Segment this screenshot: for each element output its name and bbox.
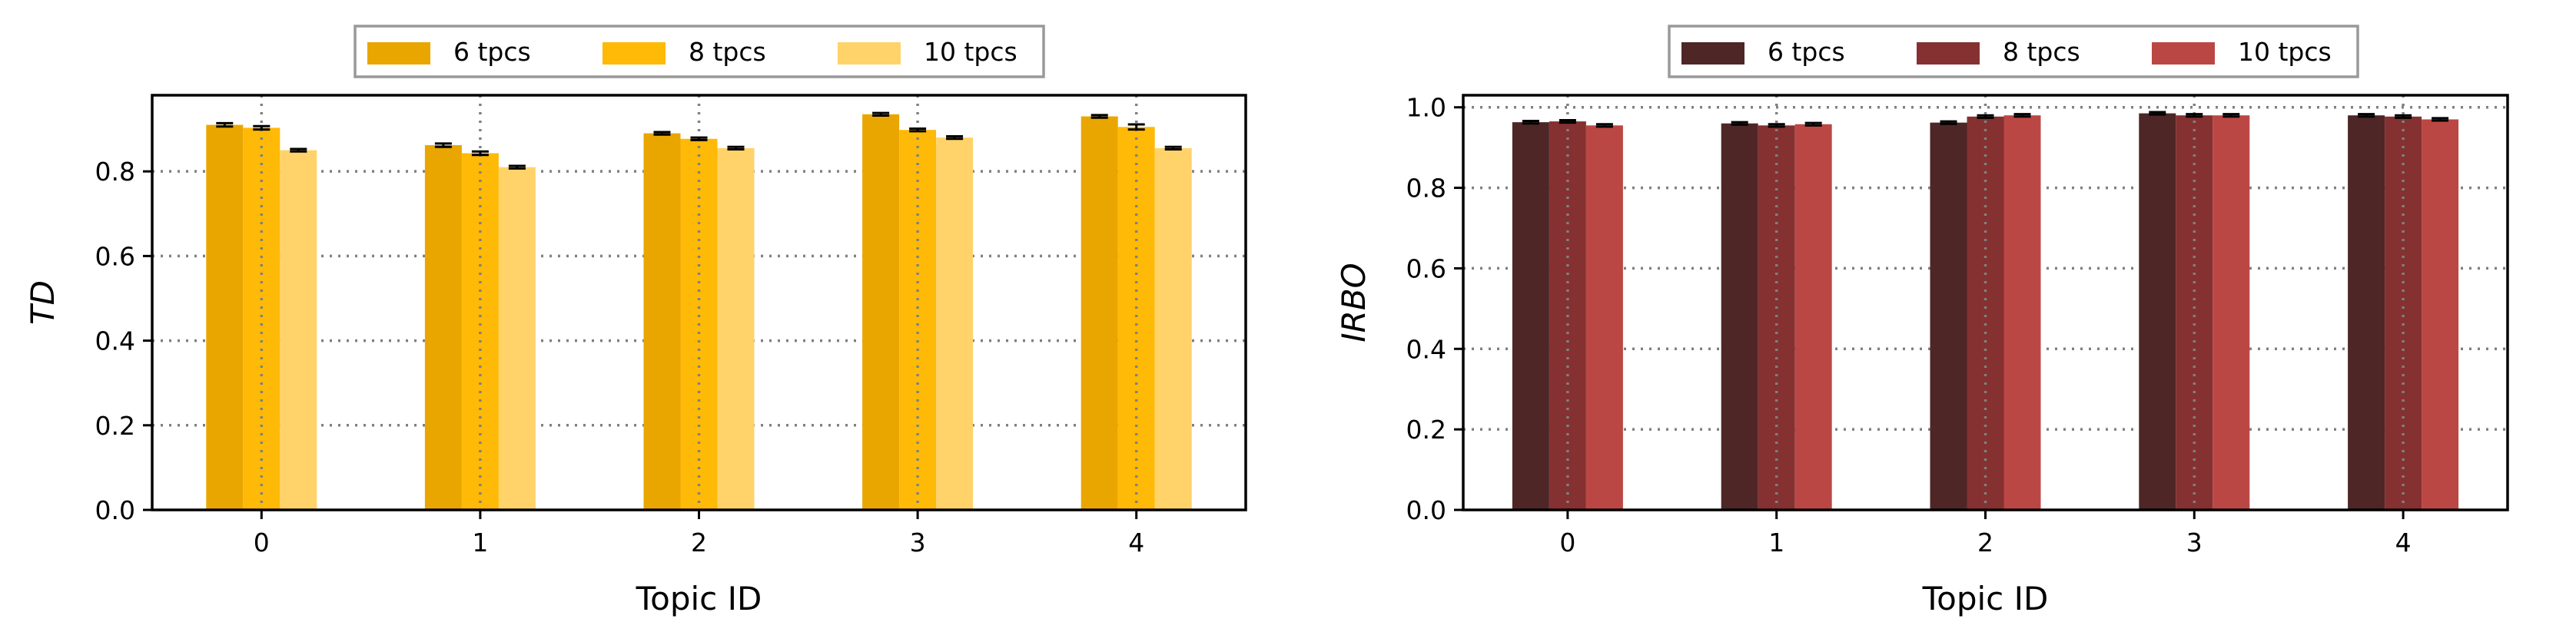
legend-swatch [603, 42, 666, 65]
y-tick-label: 0.0 [1406, 495, 1446, 525]
bar [498, 167, 536, 510]
bar [243, 127, 281, 510]
x-axis-label: Topic ID [1922, 580, 2049, 617]
bar [1794, 124, 1832, 511]
y-tick-label: 0.6 [1406, 253, 1446, 283]
x-axis-label: Topic ID [636, 580, 762, 617]
x-tick-label: 3 [2186, 528, 2203, 558]
y-axis-label: TD [24, 280, 61, 325]
legend-box [1668, 25, 2359, 78]
x-tick-label: 1 [1768, 528, 1784, 558]
bar [1512, 122, 1549, 510]
bar [936, 137, 974, 510]
bar [280, 150, 317, 510]
y-tick-label: 0.4 [95, 326, 135, 356]
bar [899, 130, 937, 511]
bar [2348, 115, 2385, 510]
y-axis-label: IRBO [1335, 263, 1373, 342]
legend: 6 tpcs 8 tpcs 10 tpcs [1668, 25, 2359, 78]
bar [1930, 122, 1967, 510]
bar [1721, 123, 1758, 510]
legend-swatch [838, 42, 901, 65]
x-tick-label: 4 [1128, 528, 1144, 558]
x-tick-label: 4 [2395, 528, 2412, 558]
legend: 6 tpcs 8 tpcs 10 tpcs [354, 25, 1045, 78]
bar [643, 133, 681, 510]
y-tick-label: 1.0 [1406, 93, 1446, 123]
bar [2003, 115, 2041, 510]
legend-box [354, 25, 1045, 78]
x-tick-label: 0 [1559, 528, 1575, 558]
bar [717, 147, 755, 510]
bar [2422, 119, 2459, 511]
y-tick-label: 0.0 [95, 495, 135, 525]
y-tick-label: 0.2 [1406, 415, 1446, 445]
x-tick-label: 0 [254, 528, 270, 558]
legend-swatch [1917, 42, 1980, 65]
x-tick-label: 3 [910, 528, 926, 558]
bar [206, 124, 244, 511]
legend-swatch [1681, 42, 1744, 65]
legend-label: 6 tpcs [1768, 37, 1845, 67]
legend-label: 10 tpcs [924, 37, 1017, 67]
bar [1154, 147, 1192, 510]
legend-swatch [367, 42, 430, 65]
y-tick-label: 0.8 [1406, 174, 1446, 204]
x-tick-label: 2 [691, 528, 707, 558]
bar [2139, 113, 2176, 511]
bar [424, 145, 462, 511]
chart-panel-1: 0.0 0.2 0.4 0.6 0.8 0 1 2 3 4 Topic ID TD 6 tpcs 8 tp… [24, 25, 1247, 617]
y-tick-label: 0.8 [95, 157, 135, 187]
y-tick-label: 0.4 [1406, 334, 1446, 364]
chart-panel-2: 0.0 0.2 0.4 0.6 0.8 1.0 0 1 2 3 4 Topic ID IRBO 6 tpc… [1335, 25, 2509, 617]
legend-label: 8 tpcs [689, 37, 766, 67]
bar [1081, 116, 1118, 510]
bar [1585, 125, 1623, 511]
x-tick-label: 1 [472, 528, 488, 558]
y-tick-label: 0.2 [95, 411, 135, 441]
bar [1117, 127, 1155, 510]
x-tick-label: 2 [1977, 528, 1993, 558]
bar [2213, 115, 2250, 510]
legend-swatch [2152, 42, 2215, 65]
legend-label: 10 tpcs [2238, 37, 2332, 67]
legend-label: 6 tpcs [453, 37, 531, 67]
legend-label: 8 tpcs [2003, 37, 2080, 67]
bar [1967, 116, 2004, 511]
bar [2385, 116, 2422, 511]
y-tick-label: 0.6 [95, 241, 135, 271]
bar [862, 114, 900, 511]
